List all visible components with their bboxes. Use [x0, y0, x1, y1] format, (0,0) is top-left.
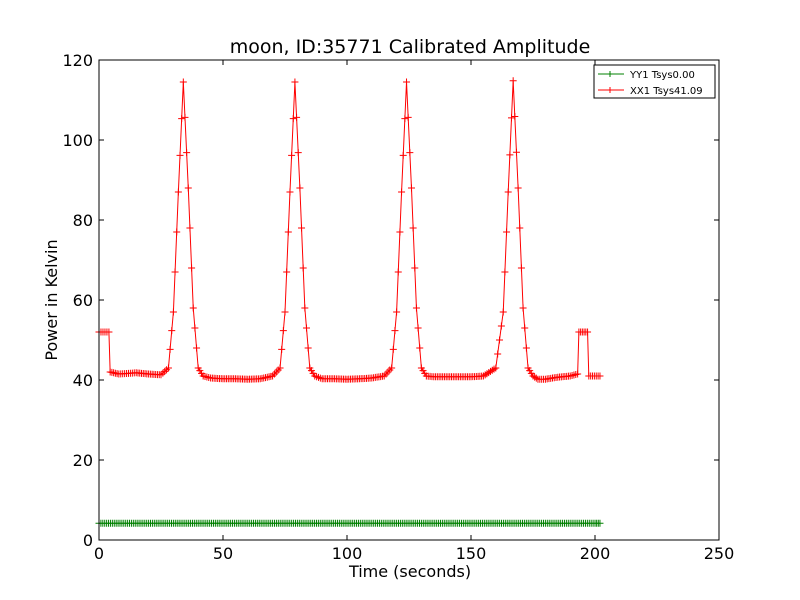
series-xx1	[95, 77, 604, 383]
y-tick-label: 20	[73, 451, 93, 470]
x-axis-label: Time (seconds)	[348, 562, 471, 581]
chart-title: moon, ID:35771 Calibrated Amplitude	[230, 36, 591, 58]
x-tick-label: 150	[456, 544, 487, 563]
x-axis: 0 50 100 150 200 250	[94, 60, 734, 563]
y-tick-label: 80	[73, 211, 93, 230]
y-tick-label: 100	[62, 131, 93, 150]
legend-label-yy1: YY1 Tsys0.00	[629, 70, 695, 81]
y-tick-label: 0	[83, 531, 93, 550]
y-axis: 0 20 40 60 80 100 120	[62, 51, 719, 550]
legend-label-xx1: XX1 Tsys41.09	[630, 86, 703, 97]
x-tick-label: 250	[704, 544, 735, 563]
x-tick-label: 200	[580, 544, 611, 563]
legend-marker-xx1	[607, 87, 613, 93]
legend: YY1 Tsys0.00 XX1 Tsys41.09	[593, 64, 716, 99]
y-tick-label: 40	[73, 371, 93, 390]
series-layer	[95, 77, 604, 527]
x-tick-label: 0	[94, 544, 104, 563]
legend-box	[593, 64, 716, 99]
x-tick-label: 100	[332, 544, 363, 563]
x-tick-label: 50	[213, 544, 233, 563]
y-tick-label: 120	[62, 51, 93, 70]
legend-marker-yy1	[607, 71, 613, 77]
y-tick-label: 60	[73, 291, 93, 310]
y-axis-label: Power in Kelvin	[42, 239, 61, 360]
